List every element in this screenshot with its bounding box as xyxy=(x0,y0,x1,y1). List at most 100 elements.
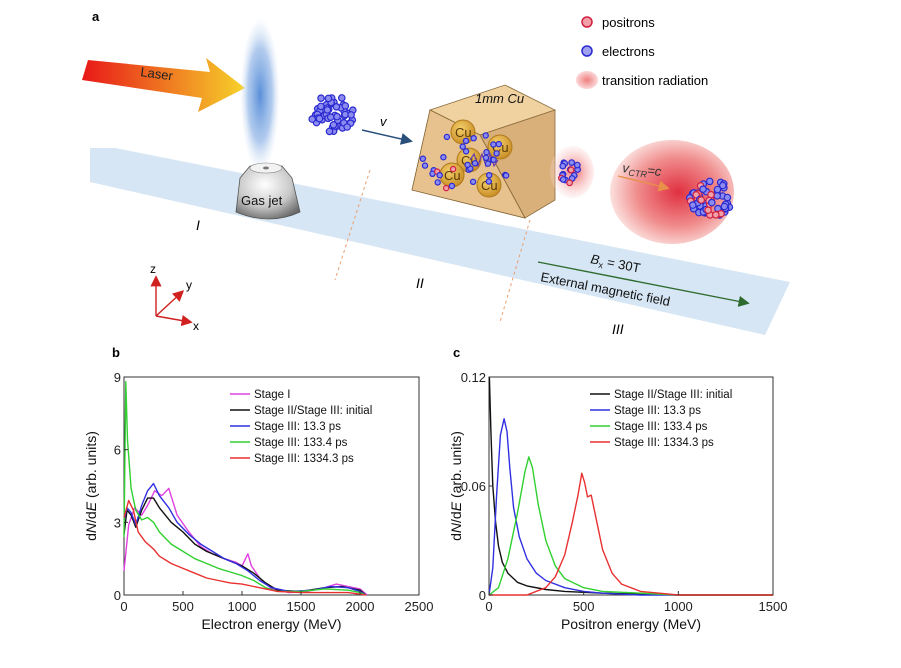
x-axis-label: Positron energy (MeV) xyxy=(561,616,701,632)
y-tick-label: 3 xyxy=(114,515,121,530)
series-line-0 xyxy=(123,487,368,596)
electron-particle xyxy=(421,162,429,169)
electron-particle xyxy=(485,178,492,185)
electron-particle xyxy=(440,153,447,161)
positron-particle xyxy=(449,165,457,173)
x-axis-label: Electron energy (MeV) xyxy=(201,616,341,632)
cu-atom-label: Cu xyxy=(481,178,498,193)
legend-positron-icon xyxy=(581,16,593,28)
legend-positrons: positrons xyxy=(602,15,655,30)
legend-entry: Stage I xyxy=(254,389,290,401)
x-tick-label: 2500 xyxy=(405,599,434,614)
legend-entry: Stage III: 133.4 ps xyxy=(254,437,348,449)
electron-particle xyxy=(720,202,729,211)
particle-bunch-2 xyxy=(558,159,581,187)
legend-electron-icon xyxy=(581,45,593,57)
x-tick-label: 500 xyxy=(172,599,194,614)
x-tick-label: 2000 xyxy=(346,599,375,614)
electron-particle xyxy=(568,159,576,167)
x-tick-label: 0 xyxy=(120,599,127,614)
y-tick-label: 0 xyxy=(479,588,486,603)
electron-bunch-1 xyxy=(308,94,357,136)
panel-a: a Laser Gas jet v 1mm Cu C xyxy=(82,9,790,337)
gas-jet-nozzle: Gas jet xyxy=(235,162,301,220)
y-tick-label: 0.06 xyxy=(461,479,486,494)
series-line-1 xyxy=(123,497,367,596)
x-tick-label: 500 xyxy=(573,599,595,614)
electron-particle xyxy=(343,123,352,131)
legend-transition-radiation: transition radiation xyxy=(602,73,708,88)
electron-particle xyxy=(559,162,567,170)
electron-particle xyxy=(464,161,471,169)
electron-particle xyxy=(490,156,497,163)
electron-particle xyxy=(495,140,502,148)
cu-atom-label: Cu xyxy=(455,125,472,140)
ctr-velocity-arrow xyxy=(617,175,670,192)
electron-particle xyxy=(317,102,325,111)
positron-particle xyxy=(704,206,712,215)
coordinate-axes: z y x xyxy=(150,262,199,333)
electron-particle xyxy=(434,179,441,186)
bfield-label: Bx = 30T xyxy=(589,251,642,277)
particle-bunch-3 xyxy=(685,177,734,219)
electron-particle xyxy=(443,133,451,141)
positron-particle xyxy=(443,184,450,192)
panel-label-a: a xyxy=(92,9,100,24)
y-tick-label: 0.12 xyxy=(461,370,486,385)
velocity-label: v xyxy=(380,114,388,129)
legend-entry: Stage III: 13.3 ps xyxy=(254,421,341,433)
target-particles xyxy=(419,132,510,192)
electron-particle xyxy=(713,192,722,200)
x-tick-label: 1500 xyxy=(759,599,788,614)
cu-atom-label: Cu xyxy=(444,168,461,183)
y-axis-label: dN/dE (arb. units) xyxy=(83,431,99,541)
positron-particle xyxy=(567,166,575,174)
legend-entry: Stage II/Stage III: initial xyxy=(254,405,372,417)
panel-label-b: b xyxy=(112,345,120,360)
y-tick-label: 0 xyxy=(114,588,121,603)
electron-particle xyxy=(493,150,500,157)
series-line-3 xyxy=(489,472,773,596)
positron-particle xyxy=(566,179,573,187)
x-tick-label: 1500 xyxy=(287,599,316,614)
electron-particle xyxy=(325,127,334,136)
electron-particle xyxy=(482,154,490,161)
legend-panel-a: positrons electrons transition radiation xyxy=(576,15,708,89)
electron-particle xyxy=(326,113,335,122)
electron-particle xyxy=(317,94,325,103)
x-tick-label: 0 xyxy=(485,599,492,614)
series-line-1 xyxy=(488,418,773,596)
axis-y-label: y xyxy=(186,278,192,292)
electron-particle xyxy=(723,193,732,202)
divider-1 xyxy=(334,169,371,281)
electron-particle xyxy=(462,148,470,155)
electron-particle xyxy=(559,176,567,183)
laser-arrow: Laser xyxy=(82,58,245,112)
gas-jet-label: Gas jet xyxy=(241,193,283,208)
electron-particle xyxy=(419,155,427,162)
electron-particle xyxy=(333,112,341,121)
legend-entry: Stage III: 1334.3 ps xyxy=(254,453,354,465)
electron-particle xyxy=(718,181,727,190)
chart-b: b 0 500 1000 1500 2000 2500 0 3 6 9 Electron energ… xyxy=(83,345,433,632)
legend-electrons: electrons xyxy=(602,44,655,59)
electron-particle xyxy=(502,172,510,179)
electron-particle xyxy=(323,106,332,114)
laser-label: Laser xyxy=(140,64,175,83)
electron-particle xyxy=(469,178,477,185)
gas-jet-plume xyxy=(240,17,280,173)
panel-label-c: c xyxy=(453,345,460,360)
stage-III-label: III xyxy=(612,321,624,337)
chart-c: c 0 500 1000 1500 0 0.06 0.12 Positron energy (… xyxy=(448,345,787,632)
axis-z-label: z xyxy=(150,262,156,276)
bfield-arrow xyxy=(537,261,750,307)
positron-particle xyxy=(697,196,706,204)
x-tick-label: 1000 xyxy=(664,599,693,614)
velocity-arrow xyxy=(361,129,413,145)
legend-entry: Stage II/Stage III: initial xyxy=(614,389,732,401)
electron-particle xyxy=(705,177,714,186)
positron-particle xyxy=(711,211,720,219)
electron-particle xyxy=(462,137,470,145)
electron-particle xyxy=(436,171,443,179)
electron-particle xyxy=(484,160,492,167)
